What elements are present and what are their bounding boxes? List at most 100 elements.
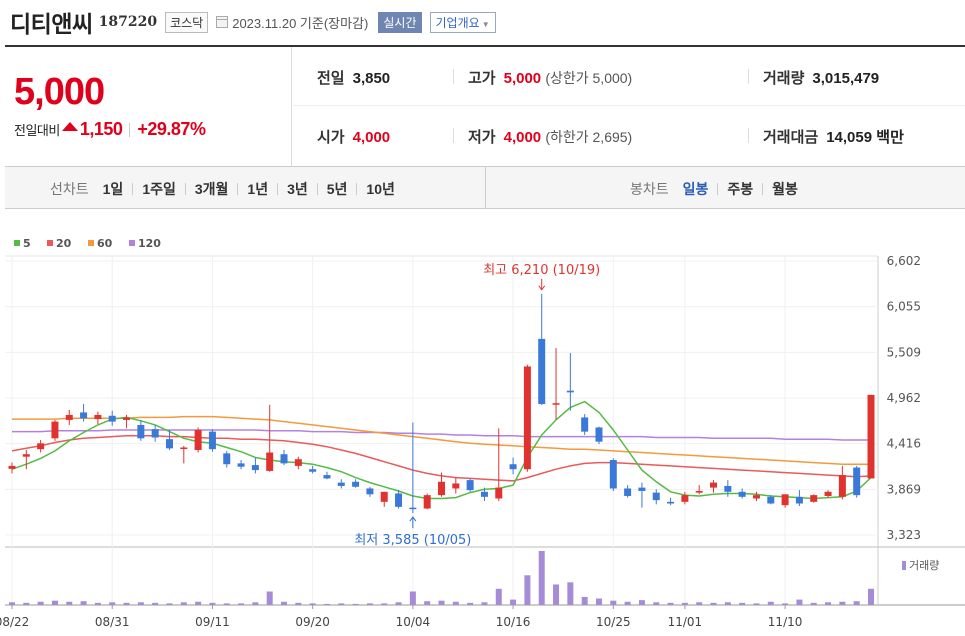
volume-bar — [438, 600, 445, 605]
candle-body — [595, 427, 603, 442]
line-period-group: 선차트 1일 1주일 3개월 1년 3년 5년 10년 — [50, 179, 395, 199]
company-info-button[interactable]: 기업개요 ▼ — [429, 11, 496, 33]
stat-sub: (하한가 2,695) — [545, 129, 633, 145]
x-tick-label: 08/31 — [95, 615, 130, 629]
period-line_items-4[interactable]: 3년 — [287, 181, 308, 197]
candle-body — [280, 454, 288, 464]
candle-body — [266, 452, 274, 471]
period-separator — [316, 183, 318, 195]
period-line_items-5[interactable]: 5년 — [326, 181, 348, 197]
period-separator — [132, 183, 134, 195]
candle-body — [94, 414, 102, 420]
candle-body — [495, 487, 503, 499]
candle-body — [237, 463, 245, 467]
x-tick-label: 11/01 — [668, 615, 703, 629]
volume-bar — [567, 582, 574, 605]
volume-bar — [166, 603, 173, 605]
stat-label: 거래량 — [763, 70, 805, 87]
volume-bar — [553, 584, 560, 605]
stat-label: 고가 — [468, 70, 496, 87]
price-panel: 5,000 전일대비 1,150 +29.87% — [5, 47, 292, 166]
current-price: 5,000 — [14, 71, 105, 113]
candle-body — [294, 459, 302, 466]
y-tick-label: 6,602 — [887, 254, 921, 268]
volume-bar — [810, 602, 817, 605]
company-info-label: 기업개요 — [435, 15, 480, 30]
candle-body — [480, 491, 488, 497]
stat-value: 14,059 — [826, 129, 873, 146]
volume-bar — [281, 601, 288, 605]
realtime-button[interactable]: 실시간 — [378, 11, 422, 33]
candle-body — [366, 488, 374, 495]
volume-bar — [782, 603, 789, 605]
candle-chart-title: 봉차트 — [630, 181, 669, 197]
candle-body — [652, 492, 660, 501]
volume-bar — [510, 599, 517, 605]
y-tick-label: 3,869 — [887, 482, 921, 496]
candle-body — [810, 495, 818, 502]
volume-bar — [681, 602, 688, 605]
period-candle_items-2[interactable]: 월봉 — [772, 181, 798, 197]
period-line_items-2[interactable]: 3개월 — [194, 181, 229, 197]
chart-area: 6,602 6,055 5,509 4,962 4,416 3,869 3,323 08/22… — [0, 209, 965, 636]
volume-bar — [524, 575, 531, 605]
volume-bar — [753, 603, 760, 605]
stat-value: 3,850 — [352, 70, 391, 87]
change-separator — [129, 122, 131, 137]
candle-body — [667, 501, 675, 504]
candle-body — [552, 403, 560, 405]
candle-body — [51, 421, 59, 439]
volume-bar — [366, 603, 373, 605]
volume-bar — [825, 602, 832, 605]
stat-divider — [748, 69, 749, 84]
volume-bar — [739, 602, 746, 605]
candle-body — [80, 412, 88, 419]
low-annotation: 최저 3,585 (10/05) — [354, 533, 471, 548]
up-arrow-icon — [61, 122, 78, 131]
period-candle_items-0[interactable]: 일봉 — [682, 181, 709, 197]
period-candle_items-1[interactable]: 주봉 — [727, 181, 754, 197]
x-tick-label: 08/22 — [0, 615, 29, 629]
volume-bar — [51, 600, 58, 605]
volume-bar — [710, 602, 717, 605]
change-label: 전일대비 — [14, 123, 60, 138]
stat-label: 저가 — [468, 129, 496, 146]
volume-bar — [109, 602, 116, 605]
period-line_items-6[interactable]: 10년 — [366, 181, 395, 197]
legend-swatch — [129, 240, 135, 246]
ma60-line — [12, 415, 871, 465]
stat-label: 전일 — [317, 70, 345, 87]
chevron-down-icon: ▼ — [481, 19, 490, 29]
y-tick-label: 3,323 — [887, 528, 921, 542]
candle-body — [509, 464, 517, 470]
volume-bar — [667, 602, 674, 605]
candle-body — [752, 495, 760, 499]
candle-body — [165, 439, 173, 449]
stat-divider — [748, 128, 749, 143]
legend-label: 60 — [97, 237, 113, 250]
stat-open: 시가 4,000 — [317, 126, 390, 147]
period-line_items-0[interactable]: 1일 — [102, 181, 124, 197]
volume-bar — [452, 601, 459, 605]
period-line_items-3[interactable]: 1년 — [247, 181, 269, 197]
period-separator — [356, 183, 358, 195]
market-badge: 코스닥 — [165, 11, 209, 33]
candle-body — [395, 493, 403, 507]
legend-label: 5 — [23, 237, 31, 250]
stat-high: 고가 5,000 (상한가 5,000) — [468, 67, 632, 88]
stat-prev-close: 전일 3,850 — [317, 67, 390, 88]
stat-low: 저가 4,000 (하한가 2,695) — [468, 126, 632, 147]
candle-body — [695, 490, 703, 493]
candle-body — [867, 394, 875, 479]
period-line_items-1[interactable]: 1주일 — [142, 181, 176, 197]
stat-value: 5,000 — [503, 70, 542, 87]
stat-divider — [453, 128, 454, 143]
candle-body — [724, 485, 732, 492]
candle-body — [824, 491, 832, 496]
candle-body — [438, 481, 445, 496]
line-chart-title: 선차트 — [50, 181, 89, 197]
stats-panel: 전일 3,850 고가 5,000 (상한가 5,000) 거래량 3,015,479… — [293, 47, 965, 166]
candle-body — [180, 447, 188, 450]
volume-bar — [309, 603, 316, 605]
volume-bar — [481, 602, 488, 605]
